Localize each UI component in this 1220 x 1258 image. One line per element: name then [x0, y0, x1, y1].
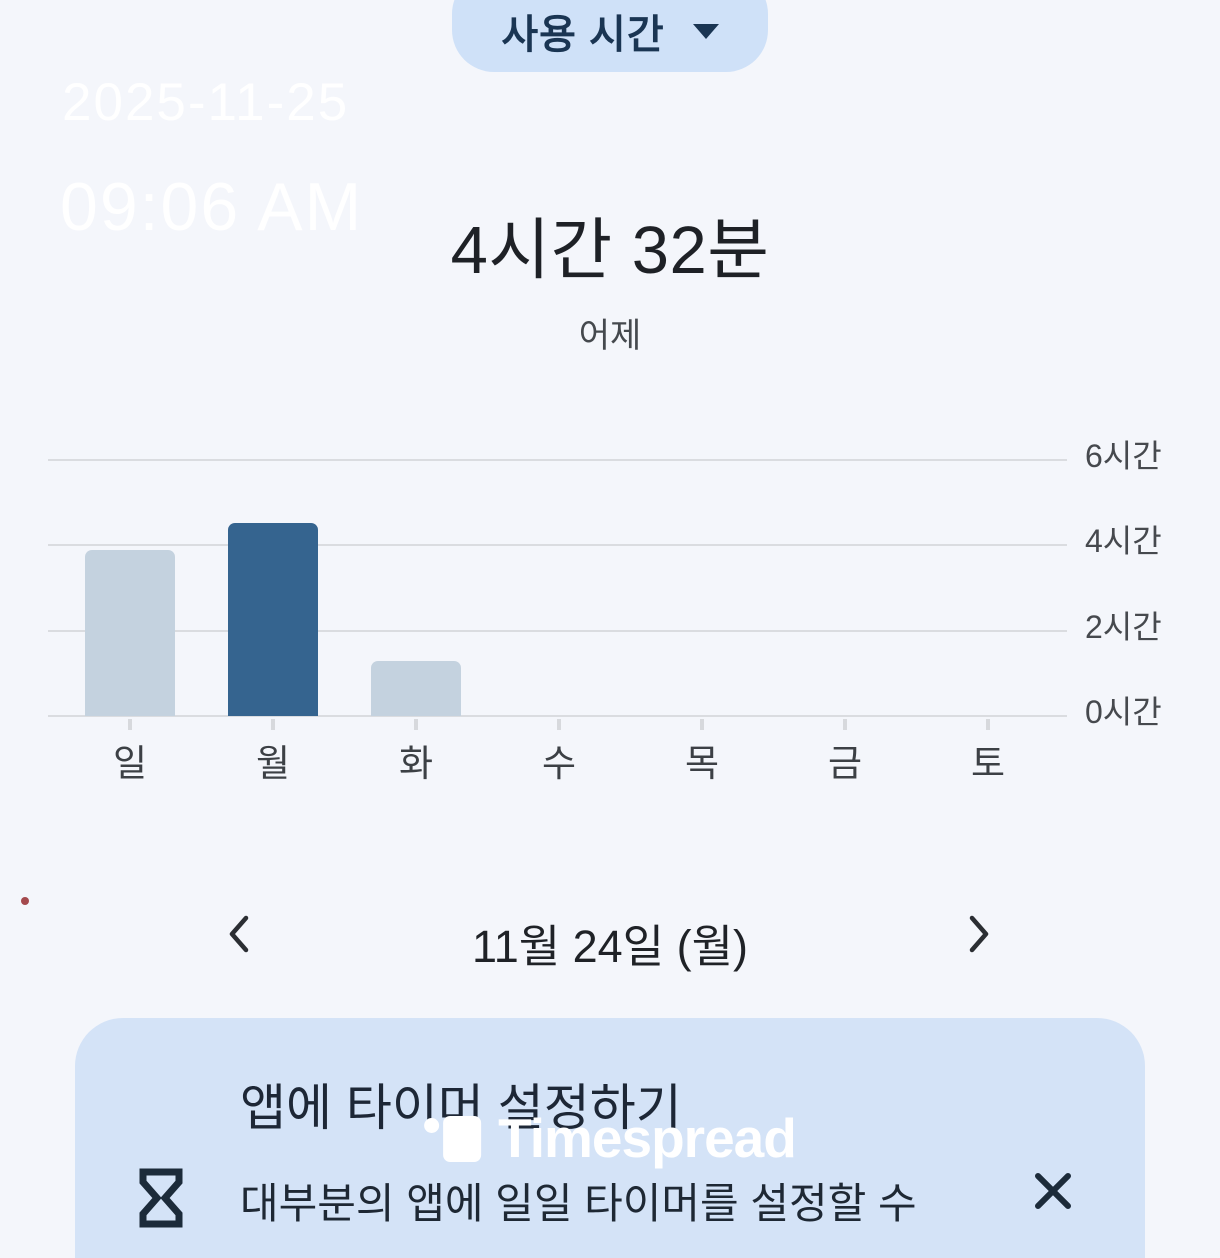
- usage-filter-label: 사용 시간: [501, 13, 665, 57]
- chevron-right-icon: [969, 915, 989, 953]
- day-label-금[interactable]: 금: [827, 743, 863, 784]
- gridline-6h: [48, 458, 1067, 461]
- timer-card-description: 대부분의 앱에 일일 타이머를 설정할 수: [240, 1180, 917, 1227]
- selected-date-label: 11월 24일 (월): [472, 921, 748, 972]
- watermark-date: 2025-11-25: [62, 73, 350, 132]
- day-label-토[interactable]: 토: [970, 743, 1006, 784]
- x-tick-금: [843, 719, 847, 730]
- bar-화[interactable]: [371, 661, 461, 716]
- x-tick-월: [271, 719, 275, 730]
- chevron-down-icon: [692, 23, 719, 39]
- y-axis-label-4h: 4시간: [1085, 523, 1162, 560]
- brand-watermark-text: Timespread: [498, 1107, 797, 1169]
- day-label-목[interactable]: 목: [684, 743, 720, 784]
- x-tick-화: [414, 719, 418, 730]
- day-label-월[interactable]: 월: [255, 743, 291, 784]
- y-axis-label-6h: 6시간: [1085, 437, 1162, 474]
- total-usage-time: 4시간 32분: [450, 213, 770, 288]
- app-timer-card[interactable]: 앱에 타이머 설정하기 대부분의 앱에 일일 타이머를 설정할 수: [75, 1018, 1145, 1258]
- brand-watermark: Timespread: [424, 1106, 797, 1170]
- usage-subtitle: 어제: [578, 317, 642, 355]
- watermark-time: 09:06 AM: [60, 169, 364, 245]
- day-label-수[interactable]: 수: [541, 743, 577, 784]
- close-icon: [1035, 1173, 1071, 1209]
- hourglass-icon: [131, 1166, 191, 1238]
- red-dot-artifact: [21, 897, 29, 905]
- x-tick-목: [700, 719, 704, 730]
- gridline-4h: [48, 544, 1067, 547]
- gridline-2h: [48, 629, 1067, 632]
- prev-day-button[interactable]: [214, 906, 264, 962]
- day-label-일[interactable]: 일: [112, 743, 148, 784]
- chevron-left-icon: [229, 915, 249, 953]
- y-axis-label-2h: 2시간: [1085, 608, 1162, 645]
- next-day-button[interactable]: [954, 906, 1004, 962]
- x-tick-토: [986, 719, 990, 730]
- x-tick-일: [128, 719, 132, 730]
- x-tick-수: [557, 719, 561, 730]
- day-label-화[interactable]: 화: [398, 743, 434, 784]
- close-card-button[interactable]: [1021, 1168, 1085, 1238]
- gridline-0h: [48, 715, 1067, 717]
- bar-일[interactable]: [85, 550, 175, 716]
- timespread-logo-icon: [424, 1112, 482, 1164]
- bar-월[interactable]: [228, 523, 318, 716]
- usage-filter-dropdown[interactable]: 사용 시간: [452, 0, 768, 72]
- y-axis-label-0h: 0시간: [1085, 694, 1162, 730]
